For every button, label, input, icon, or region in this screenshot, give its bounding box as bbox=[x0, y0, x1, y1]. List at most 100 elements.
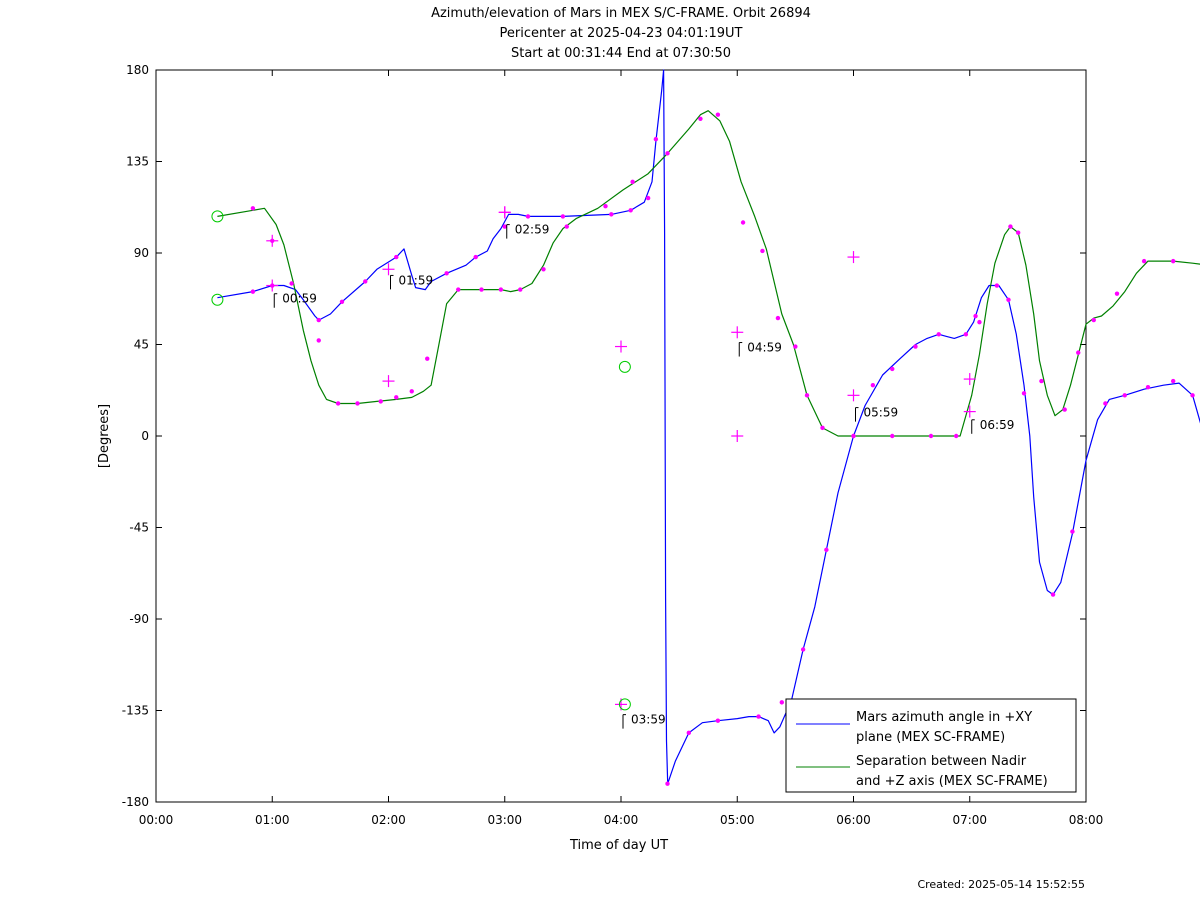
separation-sample-point bbox=[1170, 258, 1176, 264]
azimuth-sample-point bbox=[502, 224, 507, 229]
x-tick-label: 04:00 bbox=[604, 813, 639, 827]
x-tick-label: 02:00 bbox=[371, 813, 406, 827]
azimuth-sample-point bbox=[824, 547, 829, 553]
x-tick-label: 01:00 bbox=[255, 813, 290, 827]
x-axis-label: Time of day UT bbox=[569, 838, 668, 853]
separation-sample-point bbox=[378, 399, 383, 404]
separation-sample-point bbox=[1062, 407, 1067, 412]
separation-sample-point bbox=[793, 344, 798, 349]
azimuth-sample-point bbox=[1145, 385, 1151, 390]
hour-cross-marker bbox=[266, 279, 279, 292]
hour-cross-marker bbox=[382, 263, 395, 276]
y-tick-label: -45 bbox=[129, 521, 149, 535]
azimuth-sample-point bbox=[394, 254, 399, 260]
separation-sample-point bbox=[1141, 258, 1147, 264]
hour-cross-marker bbox=[498, 206, 511, 219]
hour-cross-marker bbox=[847, 389, 860, 402]
axis-ticks: 00:00 01:00 02:00 03:00 04:00 05:00 06:00 07:00… bbox=[122, 63, 1104, 827]
legend-box bbox=[785, 698, 1077, 793]
azimuth-sample-point bbox=[890, 366, 895, 372]
series-lines bbox=[217, 69, 1200, 785]
separation-sample-point bbox=[289, 281, 294, 286]
hour-cross-marker bbox=[615, 340, 627, 353]
time-annotation-label: 04:59 bbox=[747, 341, 782, 355]
created-timestamp: Created: 2025-05-14 15:52:55 bbox=[917, 878, 1085, 891]
separation-sample-point bbox=[479, 287, 484, 292]
separation-sample-point bbox=[665, 151, 670, 156]
azimuth-sample-point bbox=[994, 283, 1000, 288]
time-annotation-label: 05:59 bbox=[864, 406, 899, 420]
y-tick-label: 45 bbox=[134, 338, 149, 352]
separation-sample-point bbox=[1076, 350, 1081, 355]
azimuth-sample-point bbox=[339, 299, 345, 304]
azimuth-sample-point bbox=[653, 136, 659, 142]
separation-sample-point bbox=[564, 224, 569, 229]
azimuth-sample-point bbox=[444, 271, 449, 276]
time-annotation: 01:59 bbox=[390, 273, 433, 290]
separation-sample-point bbox=[1039, 378, 1044, 384]
legend-label-azimuth-2: plane (MEX SC-FRAME) bbox=[856, 730, 1005, 745]
azimuth-sample-point bbox=[645, 195, 651, 201]
time-annotation: 06:59 bbox=[971, 418, 1015, 434]
separation-sample-point bbox=[1008, 224, 1013, 229]
separation-sample-point bbox=[316, 338, 321, 343]
legend-label-azimuth-1: Mars azimuth angle in +XY bbox=[856, 710, 1032, 725]
azimuth-sample-point bbox=[800, 647, 806, 652]
azimuth-sample-point bbox=[665, 781, 670, 786]
azimuth-sample-point bbox=[316, 317, 321, 323]
endpoint-circle-marker bbox=[211, 293, 224, 306]
hour-cross-marker bbox=[266, 234, 279, 247]
separation-sample-point bbox=[890, 433, 895, 439]
series-markers bbox=[211, 112, 1195, 786]
azimuth-sample-point bbox=[913, 344, 918, 349]
azimuth-sample-point bbox=[250, 289, 256, 294]
time-annotation: 05:59 bbox=[855, 406, 899, 422]
time-annotation: 02:59 bbox=[506, 223, 549, 239]
time-annotations: 00:59 01:59 02:59 03:59 04:59 05:59 06:59 bbox=[273, 223, 1015, 729]
separation-sample-point bbox=[928, 433, 934, 439]
separation-sample-point bbox=[603, 204, 608, 209]
y-tick-label: 180 bbox=[126, 63, 149, 77]
hour-cross-marker bbox=[731, 326, 744, 339]
y-tick-label: 0 bbox=[141, 429, 149, 443]
series-line-azimuth bbox=[217, 69, 1200, 785]
endpoint-circle-marker bbox=[618, 698, 631, 711]
azimuth-sample-point bbox=[936, 332, 941, 337]
azimuth-sample-point bbox=[525, 214, 531, 219]
separation-sample-point bbox=[804, 393, 810, 398]
title-line-1: Azimuth/elevation of Mars in MEX S/C-FRA… bbox=[431, 6, 811, 21]
separation-sample-point bbox=[698, 116, 703, 122]
legend-label-separation-2: and +Z axis (MEX SC-FRAME) bbox=[856, 774, 1048, 789]
time-annotation-label: 03:59 bbox=[631, 713, 666, 727]
separation-sample-point bbox=[518, 287, 523, 292]
endpoint-circle-marker bbox=[211, 210, 224, 223]
separation-sample-point bbox=[1114, 291, 1120, 296]
series-line-separation bbox=[217, 110, 1200, 437]
title-line-3: Start at 00:31:44 End at 07:30:50 bbox=[511, 46, 731, 61]
separation-sample-point bbox=[355, 401, 360, 406]
separation-sample-point bbox=[760, 248, 765, 254]
time-annotation: 00:59 bbox=[273, 292, 317, 308]
separation-sample-point bbox=[1015, 230, 1021, 235]
x-tick-label: 05:00 bbox=[720, 813, 755, 827]
hour-cross-marker bbox=[731, 430, 744, 442]
azimuth-sample-point bbox=[756, 714, 761, 719]
time-annotation-label: 06:59 bbox=[980, 418, 1015, 432]
title-line-2: Pericenter at 2025-04-23 04:01:19UT bbox=[499, 26, 742, 41]
separation-sample-point bbox=[541, 267, 546, 272]
azimuth-sample-point bbox=[1050, 592, 1056, 597]
azimuth-sample-point bbox=[1070, 529, 1075, 534]
hour-cross-marker bbox=[963, 373, 976, 386]
separation-sample-point bbox=[851, 433, 856, 439]
azimuth-sample-point bbox=[1103, 401, 1108, 406]
azimuth-sample-point bbox=[963, 332, 969, 337]
azimuth-sample-point bbox=[1122, 393, 1127, 398]
y-tick-label: -180 bbox=[122, 795, 149, 809]
y-tick-label: 90 bbox=[134, 246, 149, 260]
separation-sample-point bbox=[740, 220, 746, 225]
separation-sample-point bbox=[498, 287, 504, 292]
x-tick-label: 03:00 bbox=[487, 813, 522, 827]
time-annotation-label: 00:59 bbox=[282, 292, 317, 306]
hour-cross-marker bbox=[382, 375, 395, 388]
